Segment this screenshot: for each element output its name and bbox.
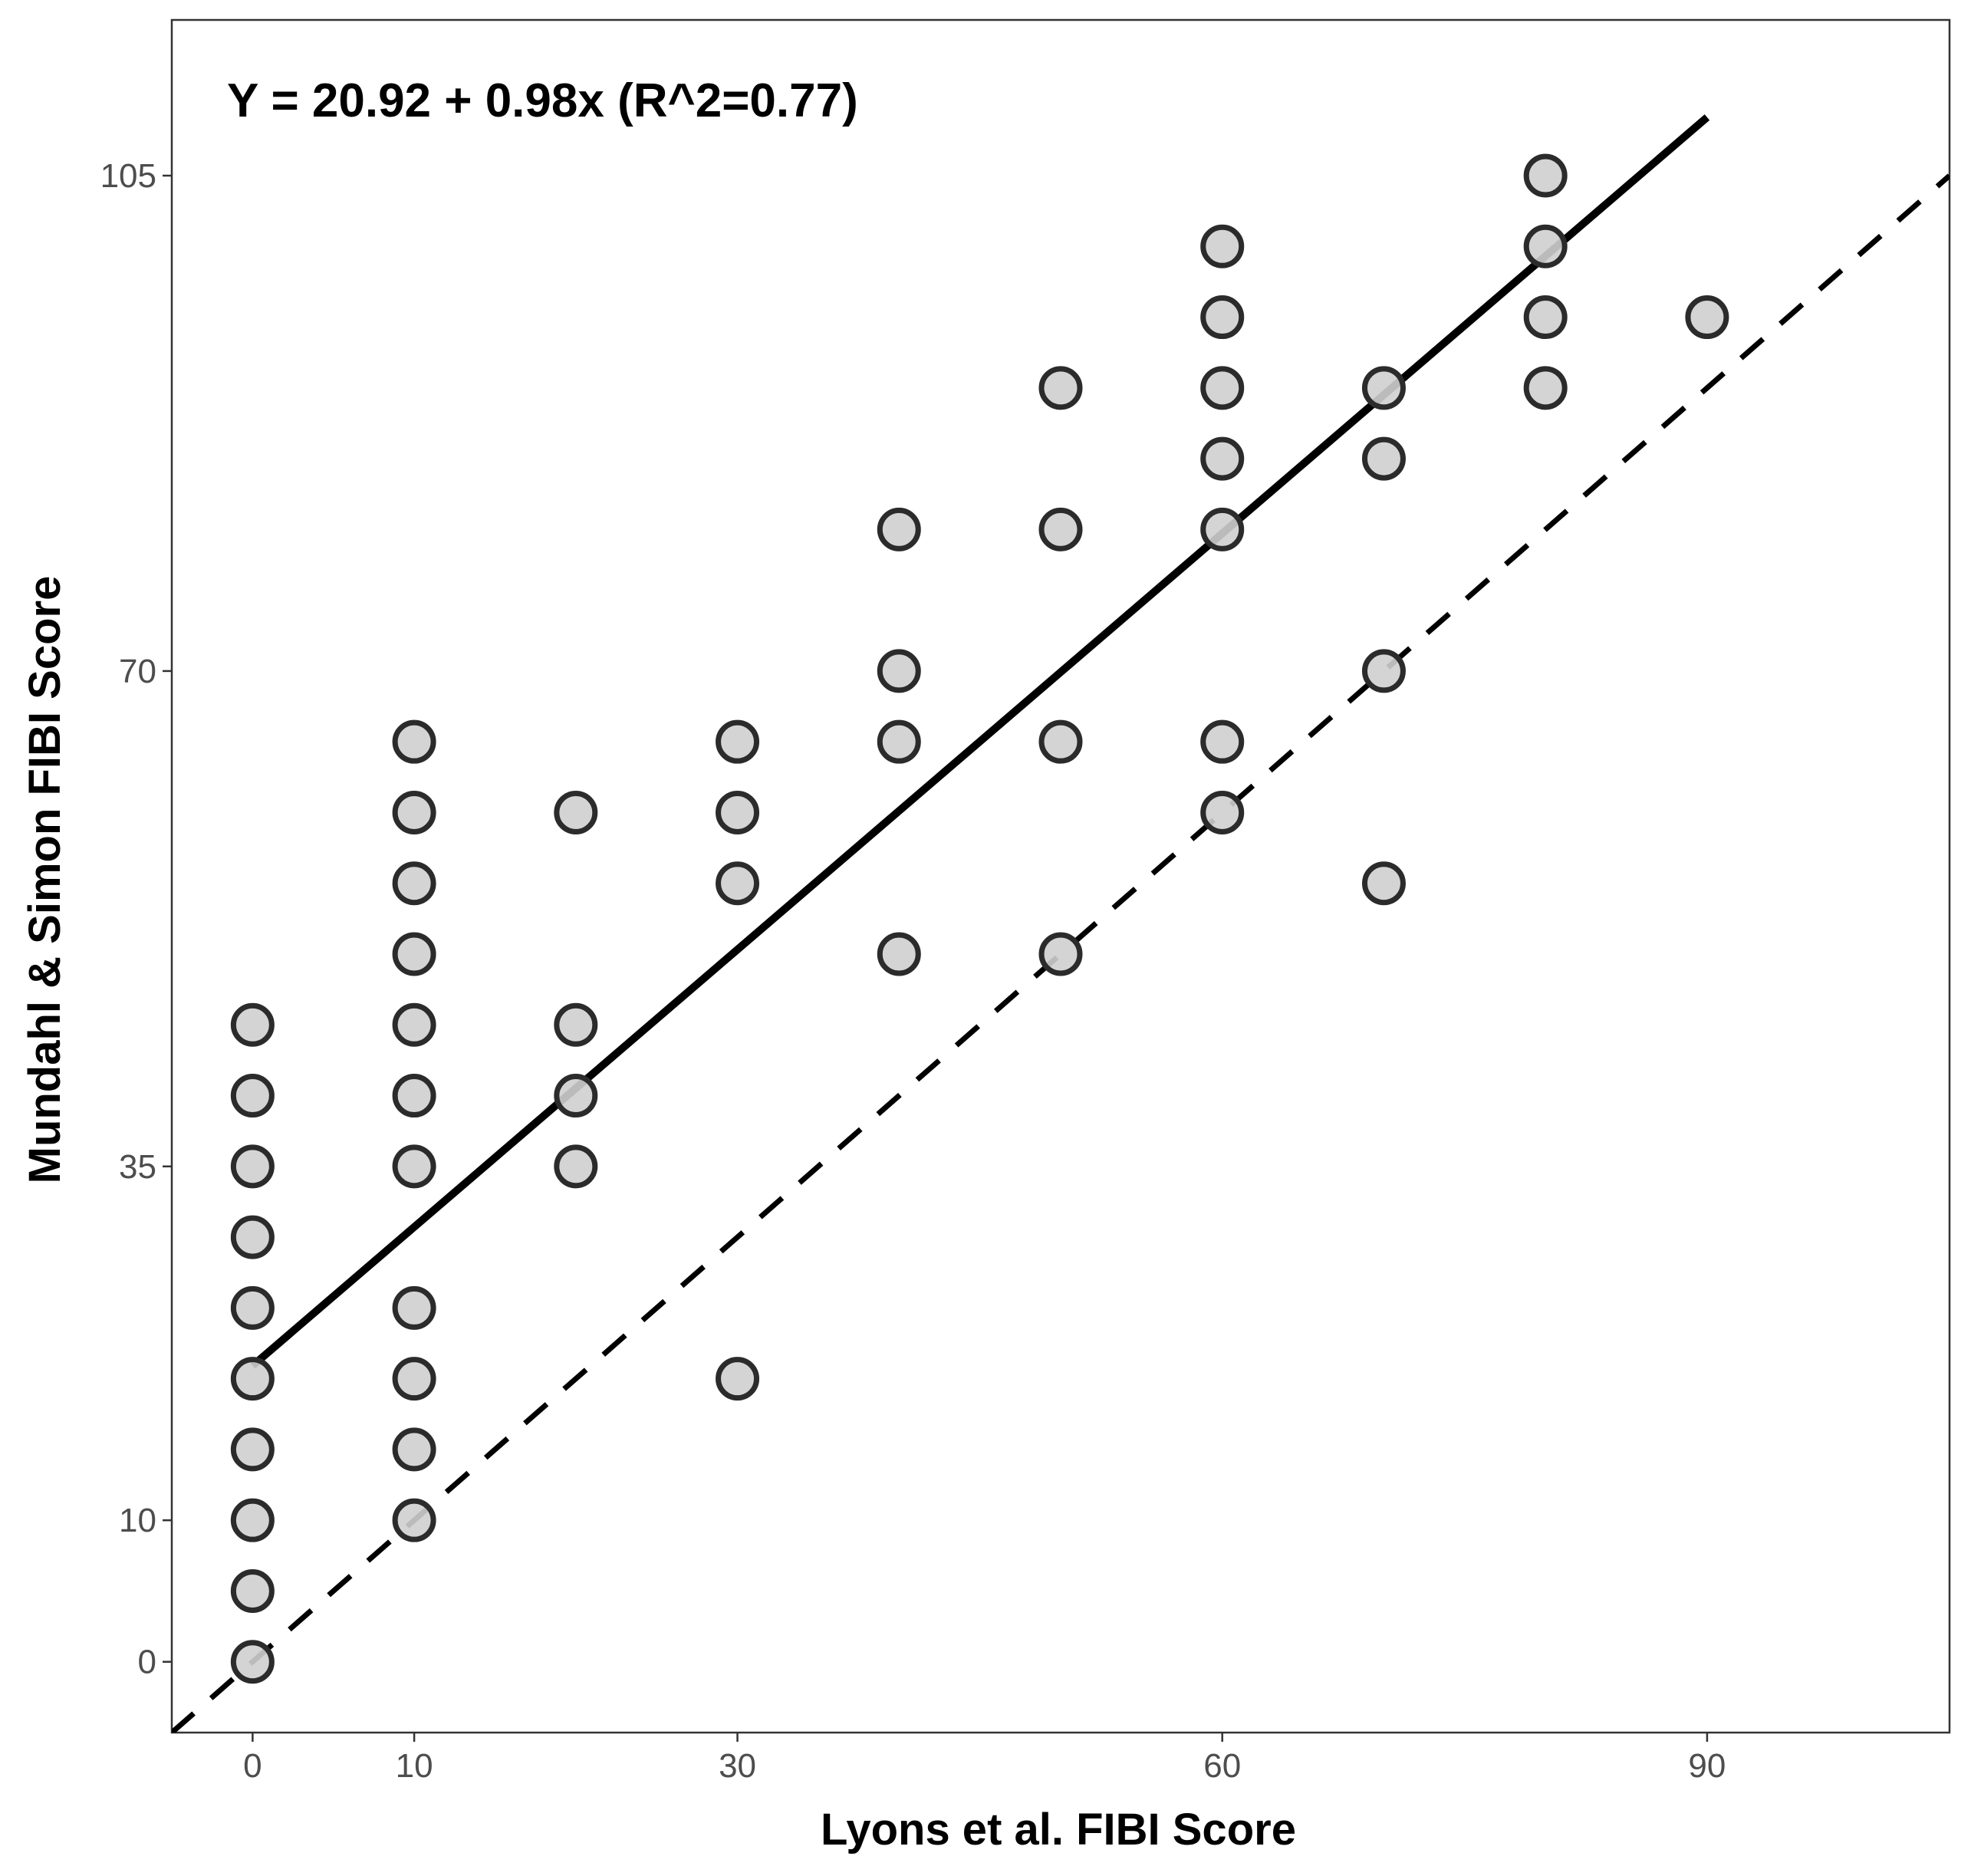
- data-point: [1361, 366, 1406, 410]
- data-point: [1361, 436, 1406, 481]
- data-point: [554, 790, 598, 834]
- x-tick-label: 60: [1203, 1747, 1241, 1785]
- y-axis: 0 10 35 70 105: [100, 157, 172, 1681]
- x-tick-label: 0: [243, 1747, 262, 1785]
- data-point: [230, 1427, 275, 1472]
- data-point: [1200, 790, 1245, 834]
- y-tick-label: 0: [138, 1644, 156, 1681]
- data-point: [877, 932, 921, 976]
- y-tick-label: 70: [119, 653, 156, 690]
- data-point: [877, 507, 921, 551]
- data-point: [1361, 861, 1406, 906]
- data-point: [554, 1002, 598, 1047]
- data-point: [392, 1357, 436, 1401]
- data-point: [392, 1427, 436, 1472]
- data-point: [877, 649, 921, 693]
- data-point: [716, 861, 760, 906]
- data-point: [1200, 436, 1245, 481]
- x-axis-title: Lyons et al. FIBI Score: [821, 1805, 1296, 1855]
- data-point: [1038, 507, 1083, 551]
- data-point: [230, 1285, 275, 1330]
- data-point: [554, 1074, 598, 1118]
- data-point: [1523, 153, 1568, 198]
- data-points: [230, 153, 1729, 1684]
- data-point: [230, 1074, 275, 1118]
- data-point: [230, 1568, 275, 1613]
- data-point: [1523, 224, 1568, 268]
- regression-line: [250, 114, 1710, 1369]
- data-point: [1038, 366, 1083, 410]
- regression-equation: Y = 20.92 + 0.98x (R^2=0.77): [227, 74, 858, 127]
- data-point: [1523, 366, 1568, 410]
- x-tick-label: 30: [719, 1747, 756, 1785]
- data-point: [716, 790, 760, 834]
- data-point: [1685, 295, 1729, 340]
- data-point: [1200, 295, 1245, 340]
- data-point: [392, 790, 436, 834]
- y-tick-label: 105: [100, 157, 156, 195]
- data-point: [392, 1498, 436, 1542]
- data-point: [716, 719, 760, 764]
- data-point: [230, 1640, 275, 1684]
- regression-line-layer: [250, 114, 1710, 1369]
- data-point: [1200, 366, 1245, 410]
- identity-reference-line: [172, 173, 1950, 1733]
- data-point: [230, 1002, 275, 1047]
- data-point: [1361, 649, 1406, 693]
- data-point: [230, 1215, 275, 1259]
- y-tick-label: 10: [119, 1502, 156, 1539]
- x-axis: 0 10 30 60 90: [243, 1733, 1726, 1785]
- data-point: [392, 861, 436, 906]
- data-point: [1038, 719, 1083, 764]
- data-point: [392, 1074, 436, 1118]
- data-point: [716, 1357, 760, 1401]
- data-point: [1200, 224, 1245, 268]
- data-point: [392, 932, 436, 976]
- data-point: [877, 719, 921, 764]
- data-point: [1523, 295, 1568, 340]
- x-tick-label: 10: [396, 1747, 433, 1785]
- data-point: [392, 1144, 436, 1189]
- data-point: [230, 1144, 275, 1189]
- data-point: [392, 1002, 436, 1047]
- data-point: [392, 719, 436, 764]
- data-point: [554, 1144, 598, 1189]
- data-point: [1200, 719, 1245, 764]
- x-tick-label: 90: [1688, 1747, 1726, 1785]
- data-point: [230, 1357, 275, 1401]
- y-axis-title: Mundahl & Simon FIBI Score: [20, 576, 70, 1184]
- y-tick-label: 35: [119, 1148, 156, 1186]
- data-point: [392, 1285, 436, 1330]
- reference-line-layer: [172, 173, 1950, 1733]
- data-point: [1038, 932, 1083, 976]
- data-point: [230, 1498, 275, 1542]
- plot-panel: [170, 18, 1951, 1734]
- data-point: [1200, 507, 1245, 551]
